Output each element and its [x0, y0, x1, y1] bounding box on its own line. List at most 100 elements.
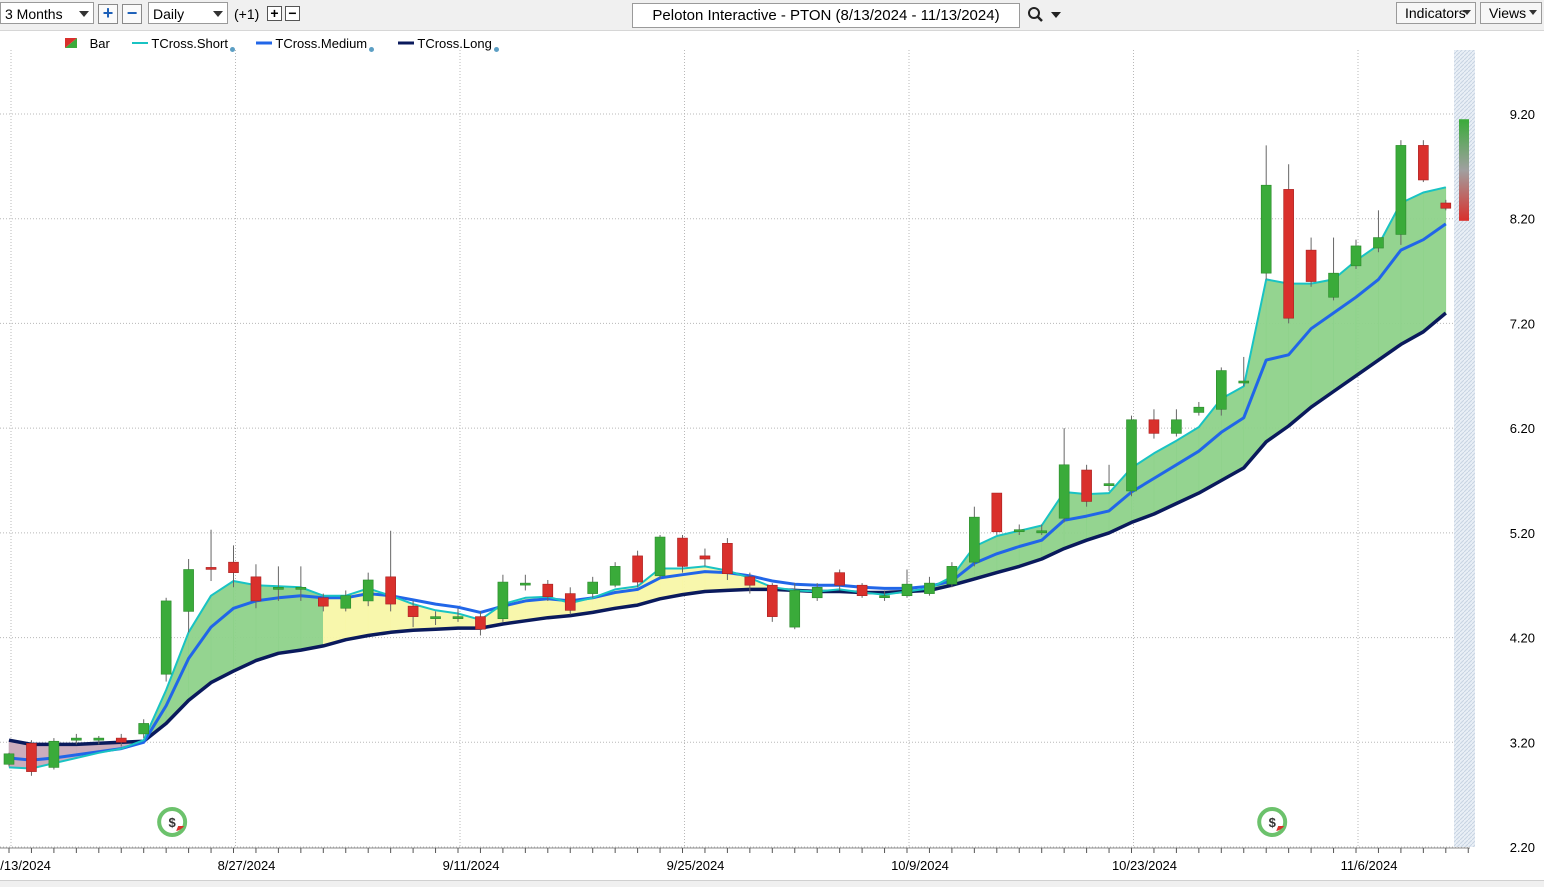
settings-dot-icon[interactable]: [229, 47, 235, 52]
candle[interactable]: [362, 572, 374, 607]
offset-plus-button[interactable]: +: [267, 6, 282, 21]
candle[interactable]: [1350, 239, 1362, 269]
dividend-marker-icon[interactable]: $: [1257, 807, 1288, 837]
candle[interactable]: [1148, 409, 1160, 439]
candle[interactable]: [901, 569, 913, 598]
dividend-marker-icon[interactable]: $: [157, 807, 188, 837]
candle-body-up: [1171, 419, 1182, 434]
candle[interactable]: [1305, 237, 1317, 287]
candle[interactable]: [1238, 356, 1250, 387]
interval-select[interactable]: Daily: [148, 2, 228, 24]
candle[interactable]: [475, 611, 486, 636]
views-button[interactable]: Views: [1480, 2, 1542, 24]
search-icon[interactable]: [1026, 4, 1048, 26]
candle-body-up: [71, 737, 82, 741]
y-tick-label: 7.20: [1510, 316, 1535, 331]
candle[interactable]: [946, 562, 958, 588]
candle[interactable]: [1395, 140, 1407, 245]
chevron-down-icon[interactable]: [1051, 12, 1061, 18]
series-line-short[interactable]: [8, 186, 1447, 770]
range-select[interactable]: 3 Months: [0, 2, 94, 24]
candle[interactable]: [1328, 237, 1339, 301]
candle[interactable]: [250, 564, 262, 609]
candle[interactable]: [1216, 367, 1227, 416]
series-line-long[interactable]: [8, 311, 1447, 747]
legend-item-long[interactable]: TCross.Long: [398, 36, 499, 52]
ribbon-segment: [210, 580, 234, 684]
offset-minus-button[interactable]: −: [285, 6, 300, 21]
candle[interactable]: [1036, 524, 1047, 535]
candle[interactable]: [385, 530, 396, 612]
candle[interactable]: [991, 492, 1003, 535]
candle[interactable]: [1418, 140, 1429, 183]
ribbon-fill: [8, 186, 1447, 769]
candle[interactable]: [115, 733, 127, 747]
candle[interactable]: [26, 740, 37, 776]
candle[interactable]: [1283, 164, 1294, 324]
candle[interactable]: [430, 611, 441, 626]
legend-item-medium[interactable]: TCross.Medium: [256, 36, 375, 52]
series-line-medium[interactable]: [8, 222, 1447, 762]
candle[interactable]: [587, 576, 599, 598]
candle[interactable]: [969, 506, 980, 567]
legend-item-bar[interactable]: Bar: [64, 36, 110, 51]
candle[interactable]: [766, 583, 778, 622]
candle[interactable]: [789, 583, 801, 630]
candle[interactable]: [564, 587, 576, 615]
candle[interactable]: [744, 572, 756, 594]
candle[interactable]: [722, 538, 733, 580]
candle[interactable]: [1103, 464, 1115, 491]
candle[interactable]: [452, 608, 464, 622]
candle[interactable]: [699, 548, 711, 567]
candle[interactable]: [93, 736, 105, 745]
candle[interactable]: [205, 529, 217, 582]
candle[interactable]: [1058, 428, 1070, 523]
candle[interactable]: [542, 579, 554, 601]
settings-dot-icon[interactable]: [493, 47, 499, 52]
candle-body-down: [205, 567, 217, 570]
candle[interactable]: [1440, 199, 1452, 211]
candle[interactable]: [183, 559, 194, 633]
zoom-out-button[interactable]: −: [122, 4, 142, 24]
candle[interactable]: [138, 719, 149, 739]
settings-dot-icon[interactable]: [369, 47, 375, 52]
price-chart[interactable]: $$ 9.208.207.206.205.204.203.202.208/13/…: [0, 30, 1544, 880]
candle[interactable]: [811, 583, 823, 601]
legend-item-short[interactable]: TCross.Short: [132, 36, 235, 52]
candle[interactable]: [654, 534, 666, 579]
candle[interactable]: [1081, 464, 1092, 507]
candle[interactable]: [273, 566, 284, 601]
indicators-button[interactable]: Indicators: [1396, 2, 1476, 24]
candle[interactable]: [497, 574, 509, 622]
zoom-in-button[interactable]: +: [98, 4, 118, 24]
candle[interactable]: [1171, 409, 1182, 437]
candle[interactable]: [520, 574, 531, 591]
candle[interactable]: [1126, 415, 1137, 497]
candle[interactable]: [1013, 524, 1025, 535]
candle[interactable]: [834, 569, 845, 591]
candle-body-up: [160, 600, 172, 675]
candle[interactable]: [228, 545, 239, 588]
candle[interactable]: [879, 590, 890, 601]
candle[interactable]: [1260, 145, 1272, 280]
candle[interactable]: [1373, 210, 1384, 253]
chart-title-field[interactable]: Peloton Interactive - PTON (8/13/2024 - …: [632, 3, 1020, 28]
candle[interactable]: [632, 550, 643, 588]
candle[interactable]: [3, 752, 15, 767]
candle[interactable]: [609, 562, 621, 588]
candle-body-down: [228, 561, 239, 573]
candle[interactable]: [856, 583, 868, 598]
candle-body-up: [295, 587, 307, 590]
candle[interactable]: [71, 733, 82, 745]
bottom-bar: [0, 880, 1544, 887]
candle[interactable]: [317, 593, 329, 612]
candle[interactable]: [340, 590, 352, 612]
candle[interactable]: [1193, 401, 1205, 416]
candle[interactable]: [407, 600, 419, 628]
candle[interactable]: [677, 534, 688, 573]
candle[interactable]: [48, 738, 60, 770]
candle[interactable]: [295, 566, 307, 601]
candle[interactable]: [924, 576, 935, 596]
candle[interactable]: [160, 597, 172, 682]
candle-body-up: [183, 569, 194, 612]
